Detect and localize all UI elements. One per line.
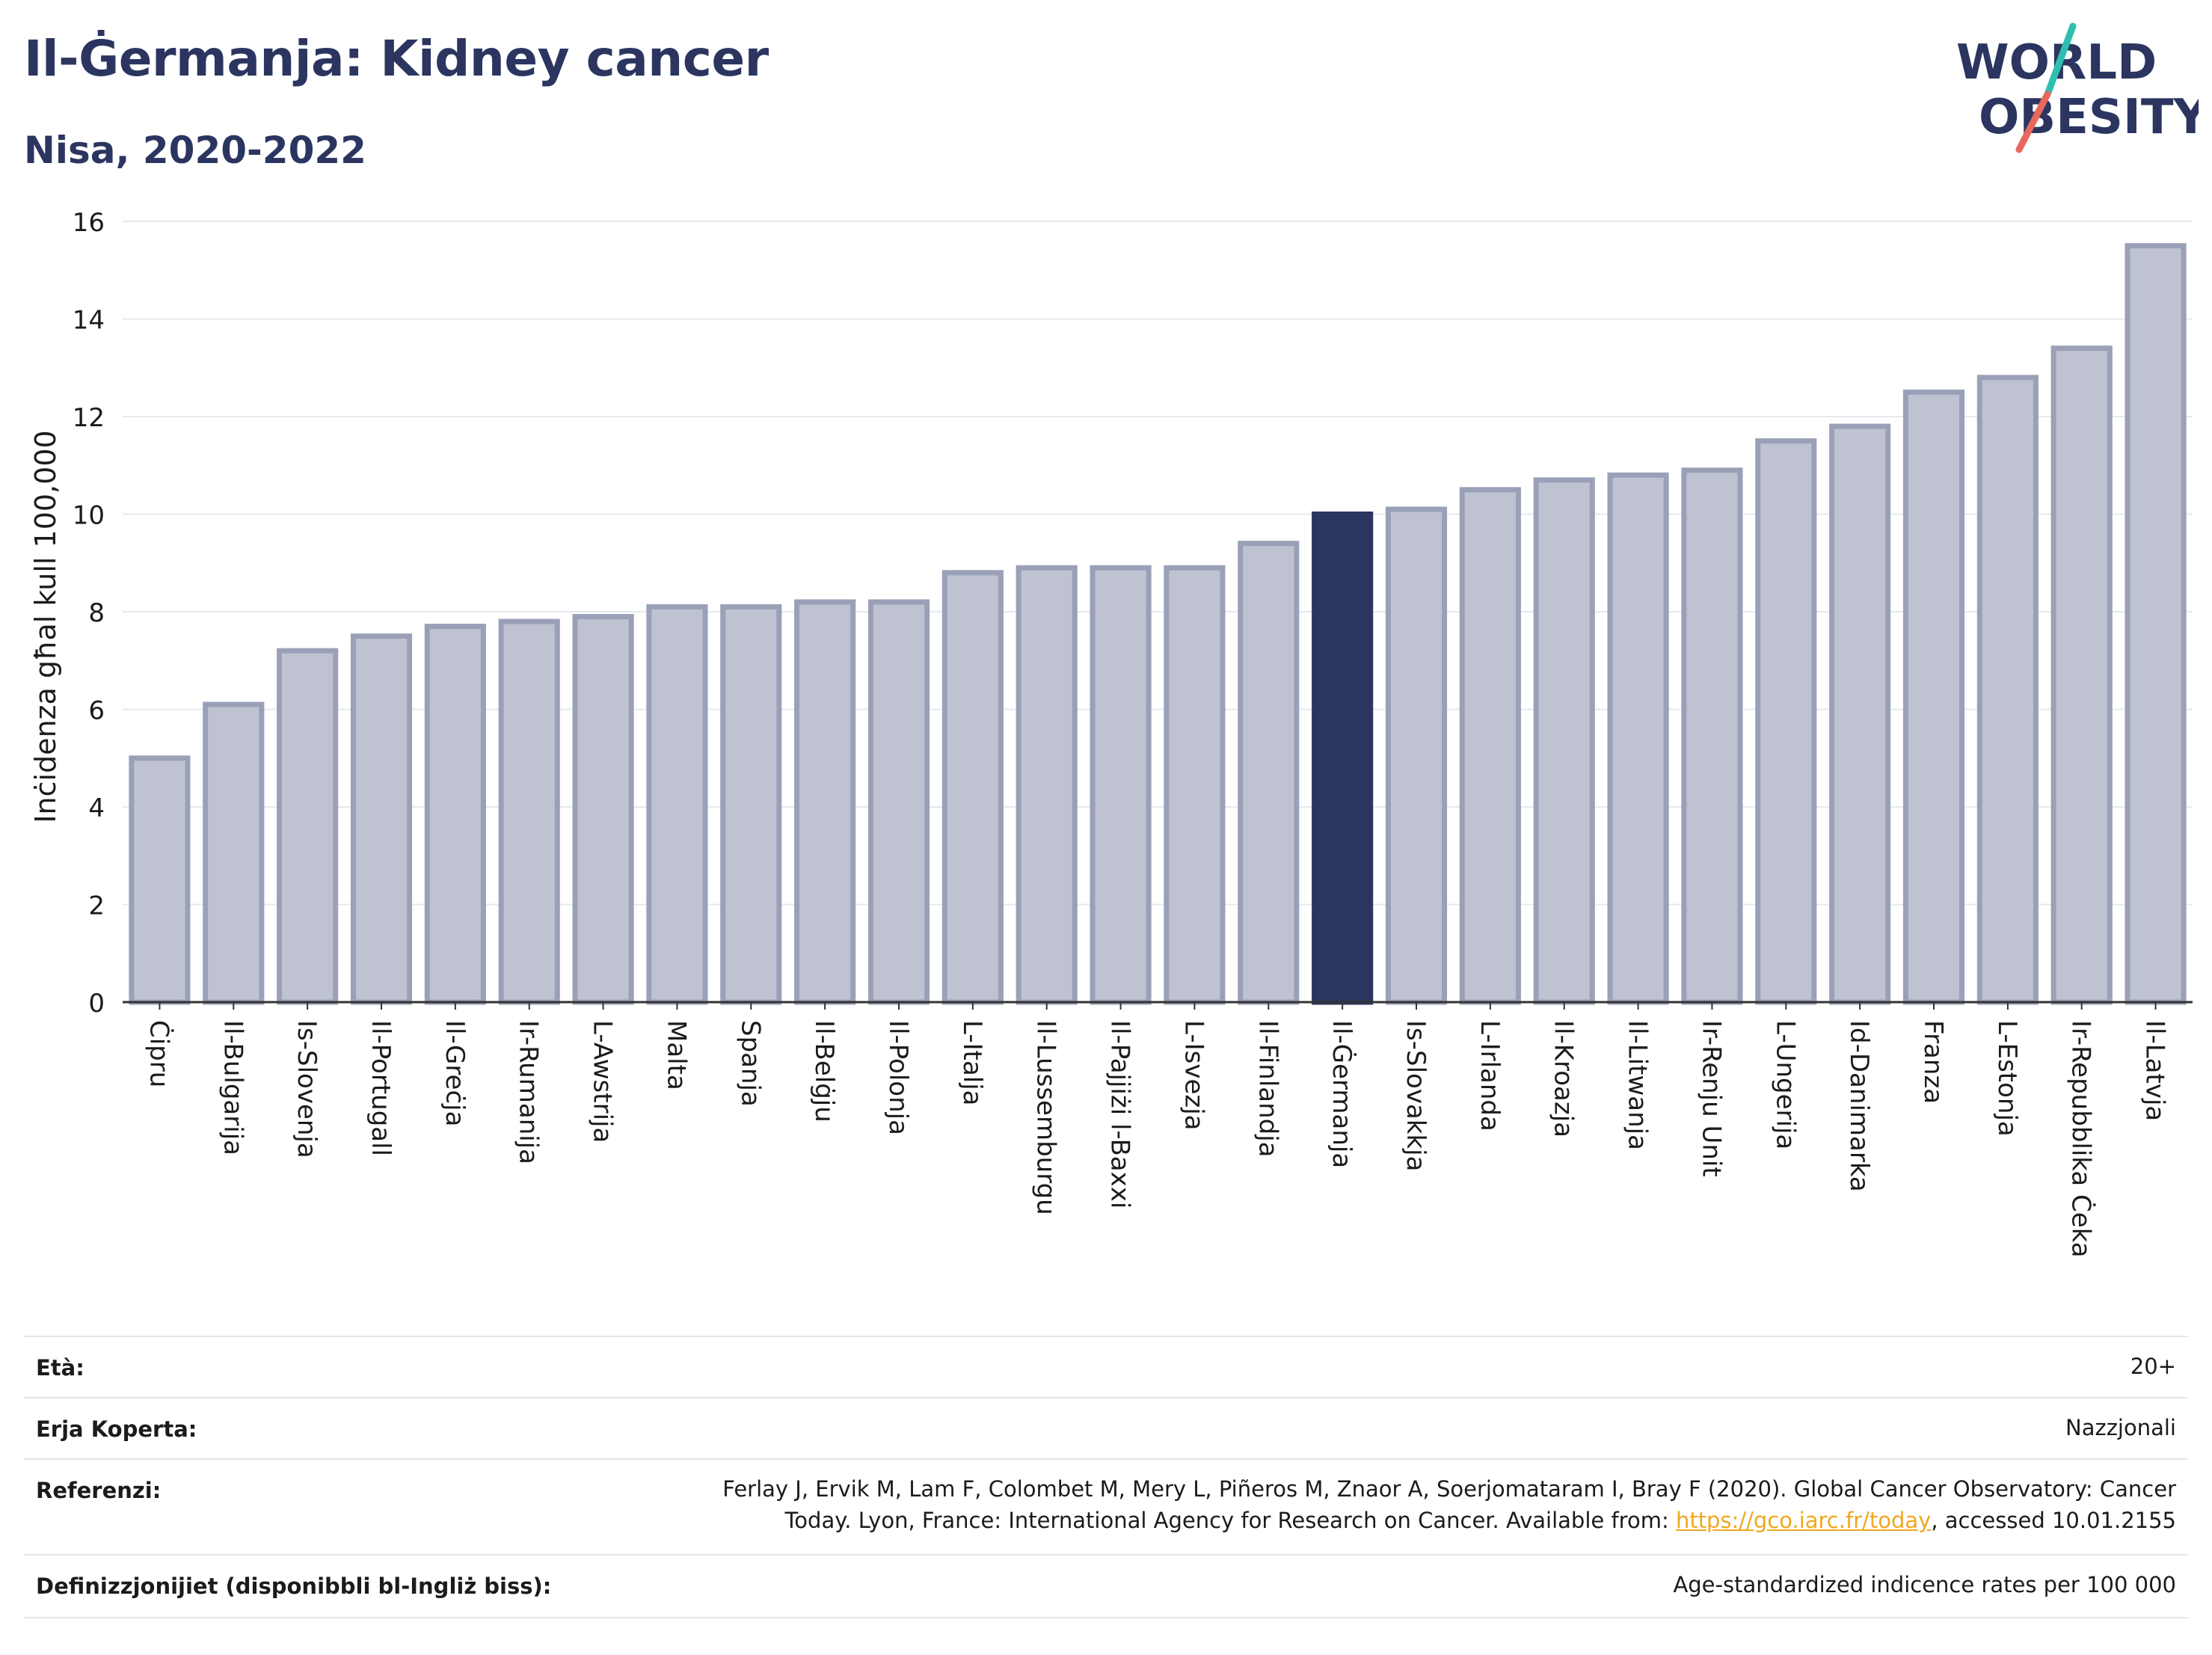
bar-chart: 0 2 4 6 8 10 12 14 16 Ċipru Il-Bulgarija Is-Sloven…	[29, 208, 2193, 1258]
x-tick-label: L-Ungerija	[1770, 1020, 1800, 1149]
y-tick-label: 0	[88, 989, 105, 1019]
bar	[1607, 472, 1669, 1005]
bar	[1164, 565, 1226, 1005]
bar-highlighted	[1312, 512, 1374, 1005]
definitions-value: Age-standardized indicence rates per 100…	[1673, 1572, 2176, 1597]
logo-slash-bottom	[2015, 90, 2051, 153]
x-tick-label: L-Estonja	[1992, 1020, 2022, 1137]
y-tick-label: 8	[88, 598, 105, 628]
x-tick-label: L-Irlanda	[1475, 1020, 1505, 1132]
coverage-value: Nazzjonali	[2065, 1415, 2176, 1440]
definitions-label: Definizzjonijiet (disponibbli bl-Ingliż …	[36, 1573, 552, 1599]
x-tick-label: Il-Latvja	[2140, 1020, 2170, 1121]
references-line2-post: , accessed 10.01.2155	[1931, 1508, 2176, 1533]
x-tick-label: Malta	[661, 1020, 691, 1090]
bar	[424, 624, 486, 1005]
bar	[720, 604, 782, 1005]
bar	[1090, 565, 1152, 1005]
x-tick-label: Is-Slovenja	[292, 1020, 322, 1158]
logo-slash-top	[2044, 22, 2077, 98]
bar	[129, 755, 191, 1005]
x-tick-label: Ir-Renju Unit	[1696, 1020, 1726, 1177]
bar	[2125, 243, 2187, 1005]
bar	[1976, 375, 2039, 1005]
y-tick-label: 10	[73, 501, 105, 531]
x-tick-label: Ċipru	[144, 1020, 174, 1087]
x-tick-label: Il-Portugall	[366, 1020, 396, 1156]
x-tick-label: Il-Litwanja	[1623, 1020, 1653, 1150]
x-tick-label: Il-Greċja	[440, 1020, 470, 1126]
world-obesity-logo: WORLD OBESITY	[1956, 22, 2199, 153]
y-tick-label: 4	[88, 793, 105, 823]
age-label: Età:	[36, 1355, 85, 1381]
bar	[572, 614, 634, 1005]
x-tick-label: Il-Finlandja	[1253, 1020, 1282, 1158]
references-value: Ferlay J, Ervik M, Lam F, Colombet M, Me…	[722, 1473, 2176, 1536]
bars	[129, 243, 2187, 1005]
bar	[350, 633, 413, 1005]
age-value: 20+	[2130, 1354, 2176, 1379]
info-row-age: Età: 20+	[24, 1336, 2188, 1398]
info-row-references: Referenzi: Ferlay J, Ervik M, Lam F, Col…	[24, 1458, 2188, 1556]
x-tick-label: Ir-Rumanija	[514, 1020, 544, 1164]
x-tick-label: Il-Ġermanja	[1327, 1020, 1357, 1168]
bar	[203, 701, 265, 1005]
x-tick-label: L-Italja	[957, 1020, 987, 1106]
coverage-label: Erja Koperta:	[36, 1416, 197, 1442]
x-tick-label: Franza	[1918, 1020, 1948, 1104]
bar	[941, 570, 1004, 1005]
x-tick-label: Il-Kroazja	[1549, 1020, 1579, 1137]
y-tick-label: 6	[88, 696, 105, 726]
x-tick-label: Il-Polonja	[883, 1020, 913, 1135]
bar	[1238, 541, 1300, 1005]
info-row-definitions: Definizzjonijiet (disponibbli bl-Ingliż …	[24, 1554, 2188, 1618]
x-tick-label: Il-Belġju	[809, 1020, 839, 1123]
references-link[interactable]: https://gco.iarc.fr/today	[1675, 1508, 1932, 1533]
x-tick-label: Il-Bulgarija	[218, 1020, 248, 1155]
bar	[277, 648, 339, 1005]
info-row-coverage: Erja Koperta: Nazzjonali	[24, 1397, 2188, 1460]
x-tick-label: Is-Slovakkja	[1401, 1020, 1431, 1171]
y-tick-label: 16	[73, 208, 105, 238]
x-tick-label: Id-Danimarka	[1844, 1020, 1874, 1192]
bar	[1459, 487, 1521, 1005]
references-line2: Today. Lyon, France: International Agenc…	[722, 1505, 2176, 1536]
references-label: Referenzi:	[36, 1478, 162, 1503]
logo-line2: OBESITY	[1979, 90, 2199, 145]
bar	[498, 618, 560, 1005]
bar	[1385, 506, 1448, 1005]
references-line2-pre: Today. Lyon, France: International Agenc…	[784, 1508, 1676, 1533]
bar	[1755, 438, 1817, 1005]
x-tick-label: L-Isvezja	[1179, 1020, 1208, 1131]
bar	[867, 599, 930, 1005]
y-tick-label: 12	[73, 403, 105, 433]
x-tick-label: Spanja	[735, 1020, 765, 1107]
y-tick-label: 14	[73, 306, 105, 336]
x-tick-label: Il-Pajjiżi l-Baxxi	[1105, 1020, 1135, 1209]
y-axis-label: Inċidenza għal kull 100,000	[29, 430, 62, 823]
bar	[2050, 346, 2113, 1005]
y-axis-ticks: 0 2 4 6 8 10 12 14 16	[73, 208, 105, 1019]
x-axis-ticks: Ċipru Il-Bulgarija Is-Slovenja Il-Portugall…	[144, 1002, 2170, 1258]
chart-subtitle: Nisa, 2020-2022	[24, 129, 366, 172]
bar	[646, 604, 708, 1005]
bar	[1533, 477, 1595, 1005]
x-tick-label: L-Awstrija	[588, 1020, 618, 1143]
y-tick-label: 2	[88, 891, 105, 921]
bar	[1016, 565, 1078, 1005]
references-line1: Ferlay J, Ervik M, Lam F, Colombet M, Me…	[722, 1476, 2176, 1502]
bar	[1681, 467, 1743, 1005]
bar	[1902, 389, 1965, 1005]
x-tick-label: Il-Lussemburgu	[1031, 1020, 1061, 1215]
bar	[794, 599, 856, 1005]
bar	[1829, 423, 1891, 1005]
x-tick-label: Ir-Repubblika Ċeka	[2066, 1020, 2097, 1258]
chart-title: Il-Ġermanja: Kidney cancer	[24, 30, 769, 87]
